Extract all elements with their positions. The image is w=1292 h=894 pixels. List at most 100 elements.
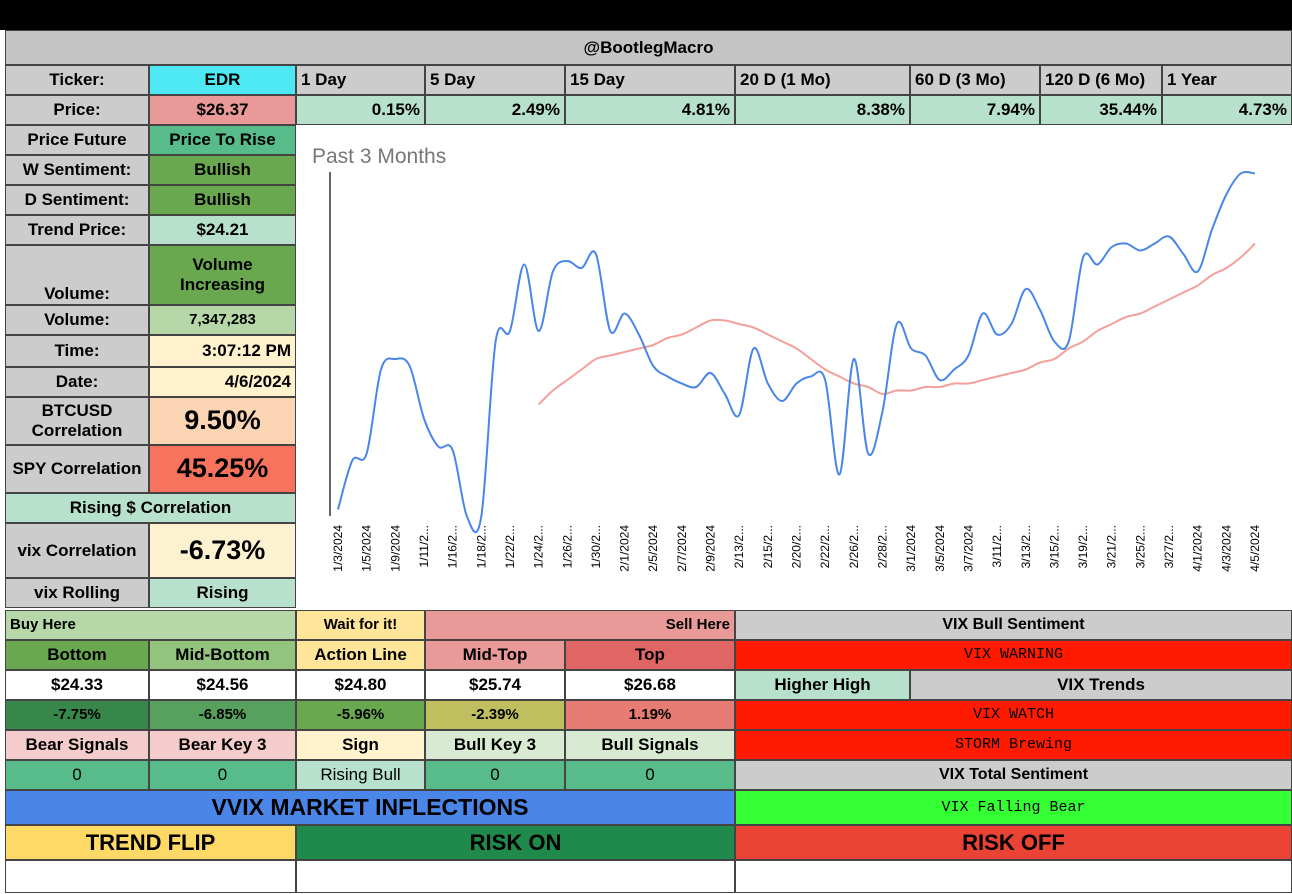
level-price: $24.33 <box>5 670 149 700</box>
change: 4.73% <box>1162 95 1292 125</box>
x-tick-label: 1/16/2... <box>446 525 460 568</box>
x-tick-label: 1/18/2... <box>474 525 488 568</box>
x-tick-label: 1/9/2024 <box>388 525 402 572</box>
period: 1 Year <box>1162 65 1292 95</box>
vix-title: VIX Bull Sentiment <box>735 610 1292 640</box>
line <box>337 170 1256 534</box>
x-tick-label: 1/5/2024 <box>360 525 374 572</box>
change: 0.15% <box>296 95 425 125</box>
vix-trends: VIX Trends <box>910 670 1292 700</box>
value: 4/6/2024 <box>149 367 296 397</box>
value: Rising <box>149 578 296 608</box>
x-tick-label: 1/3/2024 <box>331 525 345 572</box>
label: vix Rolling <box>5 578 149 608</box>
x-tick-label: 4/1/2024 <box>1191 525 1205 572</box>
x-tick-label: 1/26/2... <box>560 525 574 568</box>
signal-value: Rising Bull <box>296 760 425 790</box>
level-name: Mid-Top <box>425 640 565 670</box>
level-name: Top <box>565 640 735 670</box>
vix-storm: STORM Brewing <box>735 730 1292 760</box>
higher-high: Higher High <box>735 670 910 700</box>
period: 60 D (3 Mo) <box>910 65 1040 95</box>
x-tick-label: 3/7/2024 <box>961 525 975 572</box>
x-tick-label: 3/25/2... <box>1133 525 1147 568</box>
x-tick-label: 3/11/2... <box>990 525 1004 567</box>
label: Price: <box>5 95 149 125</box>
period: 120 D (6 Mo) <box>1040 65 1162 95</box>
change: 7.94% <box>910 95 1040 125</box>
signal-name: Bull Key 3 <box>425 730 565 760</box>
label: Date: <box>5 367 149 397</box>
value: Volume Increasing <box>149 245 296 305</box>
level-change: -7.75% <box>5 700 149 730</box>
x-tick-label: 2/20/2... <box>790 525 804 568</box>
price: $26.37 <box>149 95 296 125</box>
empty-cell <box>5 860 296 893</box>
x-tick-label: 2/5/2024 <box>646 525 660 572</box>
change: 2.49% <box>425 95 565 125</box>
value: 7,347,283 <box>149 305 296 335</box>
vix-watch: VIX WATCH <box>735 700 1292 730</box>
label: Time: <box>5 335 149 367</box>
period: 5 Day <box>425 65 565 95</box>
level-price: $25.74 <box>425 670 565 700</box>
x-tick-label: 3/21/2... <box>1105 525 1119 568</box>
x-tick-label: 2/15/2... <box>761 525 775 568</box>
label: Rising $ Correlation <box>5 493 296 523</box>
chart: Past 3 Months 1/3/2024 1/5/2024 1/9/2024 1/… <box>297 126 1292 608</box>
ticker: EDR <box>149 65 296 95</box>
level-price: $24.56 <box>149 670 296 700</box>
x-tick-label: 1/30/2... <box>589 525 603 568</box>
risk-on: RISK ON <box>296 825 735 860</box>
level-change: 1.19% <box>565 700 735 730</box>
change: 4.81% <box>565 95 735 125</box>
signal-value: 0 <box>565 760 735 790</box>
value: 45.25% <box>149 445 296 493</box>
x-tick-label: 2/28/2... <box>875 525 889 568</box>
x-tick-label: 4/5/2024 <box>1248 525 1262 572</box>
vix-total: VIX Falling Bear <box>735 790 1292 825</box>
value: Price To Rise <box>149 125 296 155</box>
label: Price Future <box>5 125 149 155</box>
value: Bullish <box>149 155 296 185</box>
x-tick-label: 2/7/2024 <box>675 525 689 572</box>
x-tick-label: 3/27/2... <box>1162 525 1176 568</box>
risk-off: RISK OFF <box>735 825 1292 860</box>
level-change: -6.85% <box>149 700 296 730</box>
x-tick-label: 3/13/2... <box>1019 525 1033 568</box>
x-tick-label: 1/24/2... <box>532 525 546 568</box>
label: SPY Correlation <box>5 445 149 493</box>
sheet-title: @BootlegMacro <box>5 30 1292 65</box>
value: $24.21 <box>149 215 296 245</box>
x-tick-label: 3/1/2024 <box>904 525 918 572</box>
value: 3:07:12 PM <box>149 335 296 367</box>
x-tick-label: 1/22/2... <box>503 525 517 568</box>
label: vix Correlation <box>5 523 149 578</box>
label: BTCUSD Correlation <box>5 397 149 445</box>
x-tick-label: 2/9/2024 <box>704 525 718 572</box>
zone: Buy Here <box>5 610 296 640</box>
x-tick-label: 2/1/2024 <box>618 525 632 572</box>
x-tick-label: 2/26/2... <box>847 525 861 568</box>
label: Volume: <box>5 305 149 335</box>
level-price: $24.80 <box>296 670 425 700</box>
signal-name: Bear Key 3 <box>149 730 296 760</box>
value: 9.50% <box>149 397 296 445</box>
level-change: -5.96% <box>296 700 425 730</box>
level-name: Bottom <box>5 640 149 670</box>
label: D Sentiment: <box>5 185 149 215</box>
signal-value: 0 <box>149 760 296 790</box>
level-name: Mid-Bottom <box>149 640 296 670</box>
value: Bullish <box>149 185 296 215</box>
signal-name: Sign <box>296 730 425 760</box>
signal-name: Bear Signals <box>5 730 149 760</box>
trend-flip: TREND FLIP <box>5 825 296 860</box>
zone: Sell Here <box>425 610 735 640</box>
line <box>537 242 1256 406</box>
x-tick-label: 1/11/2... <box>417 525 431 567</box>
top-bar <box>0 0 1292 30</box>
change: 35.44% <box>1040 95 1162 125</box>
label: Trend Price: <box>5 215 149 245</box>
label: W Sentiment: <box>5 155 149 185</box>
